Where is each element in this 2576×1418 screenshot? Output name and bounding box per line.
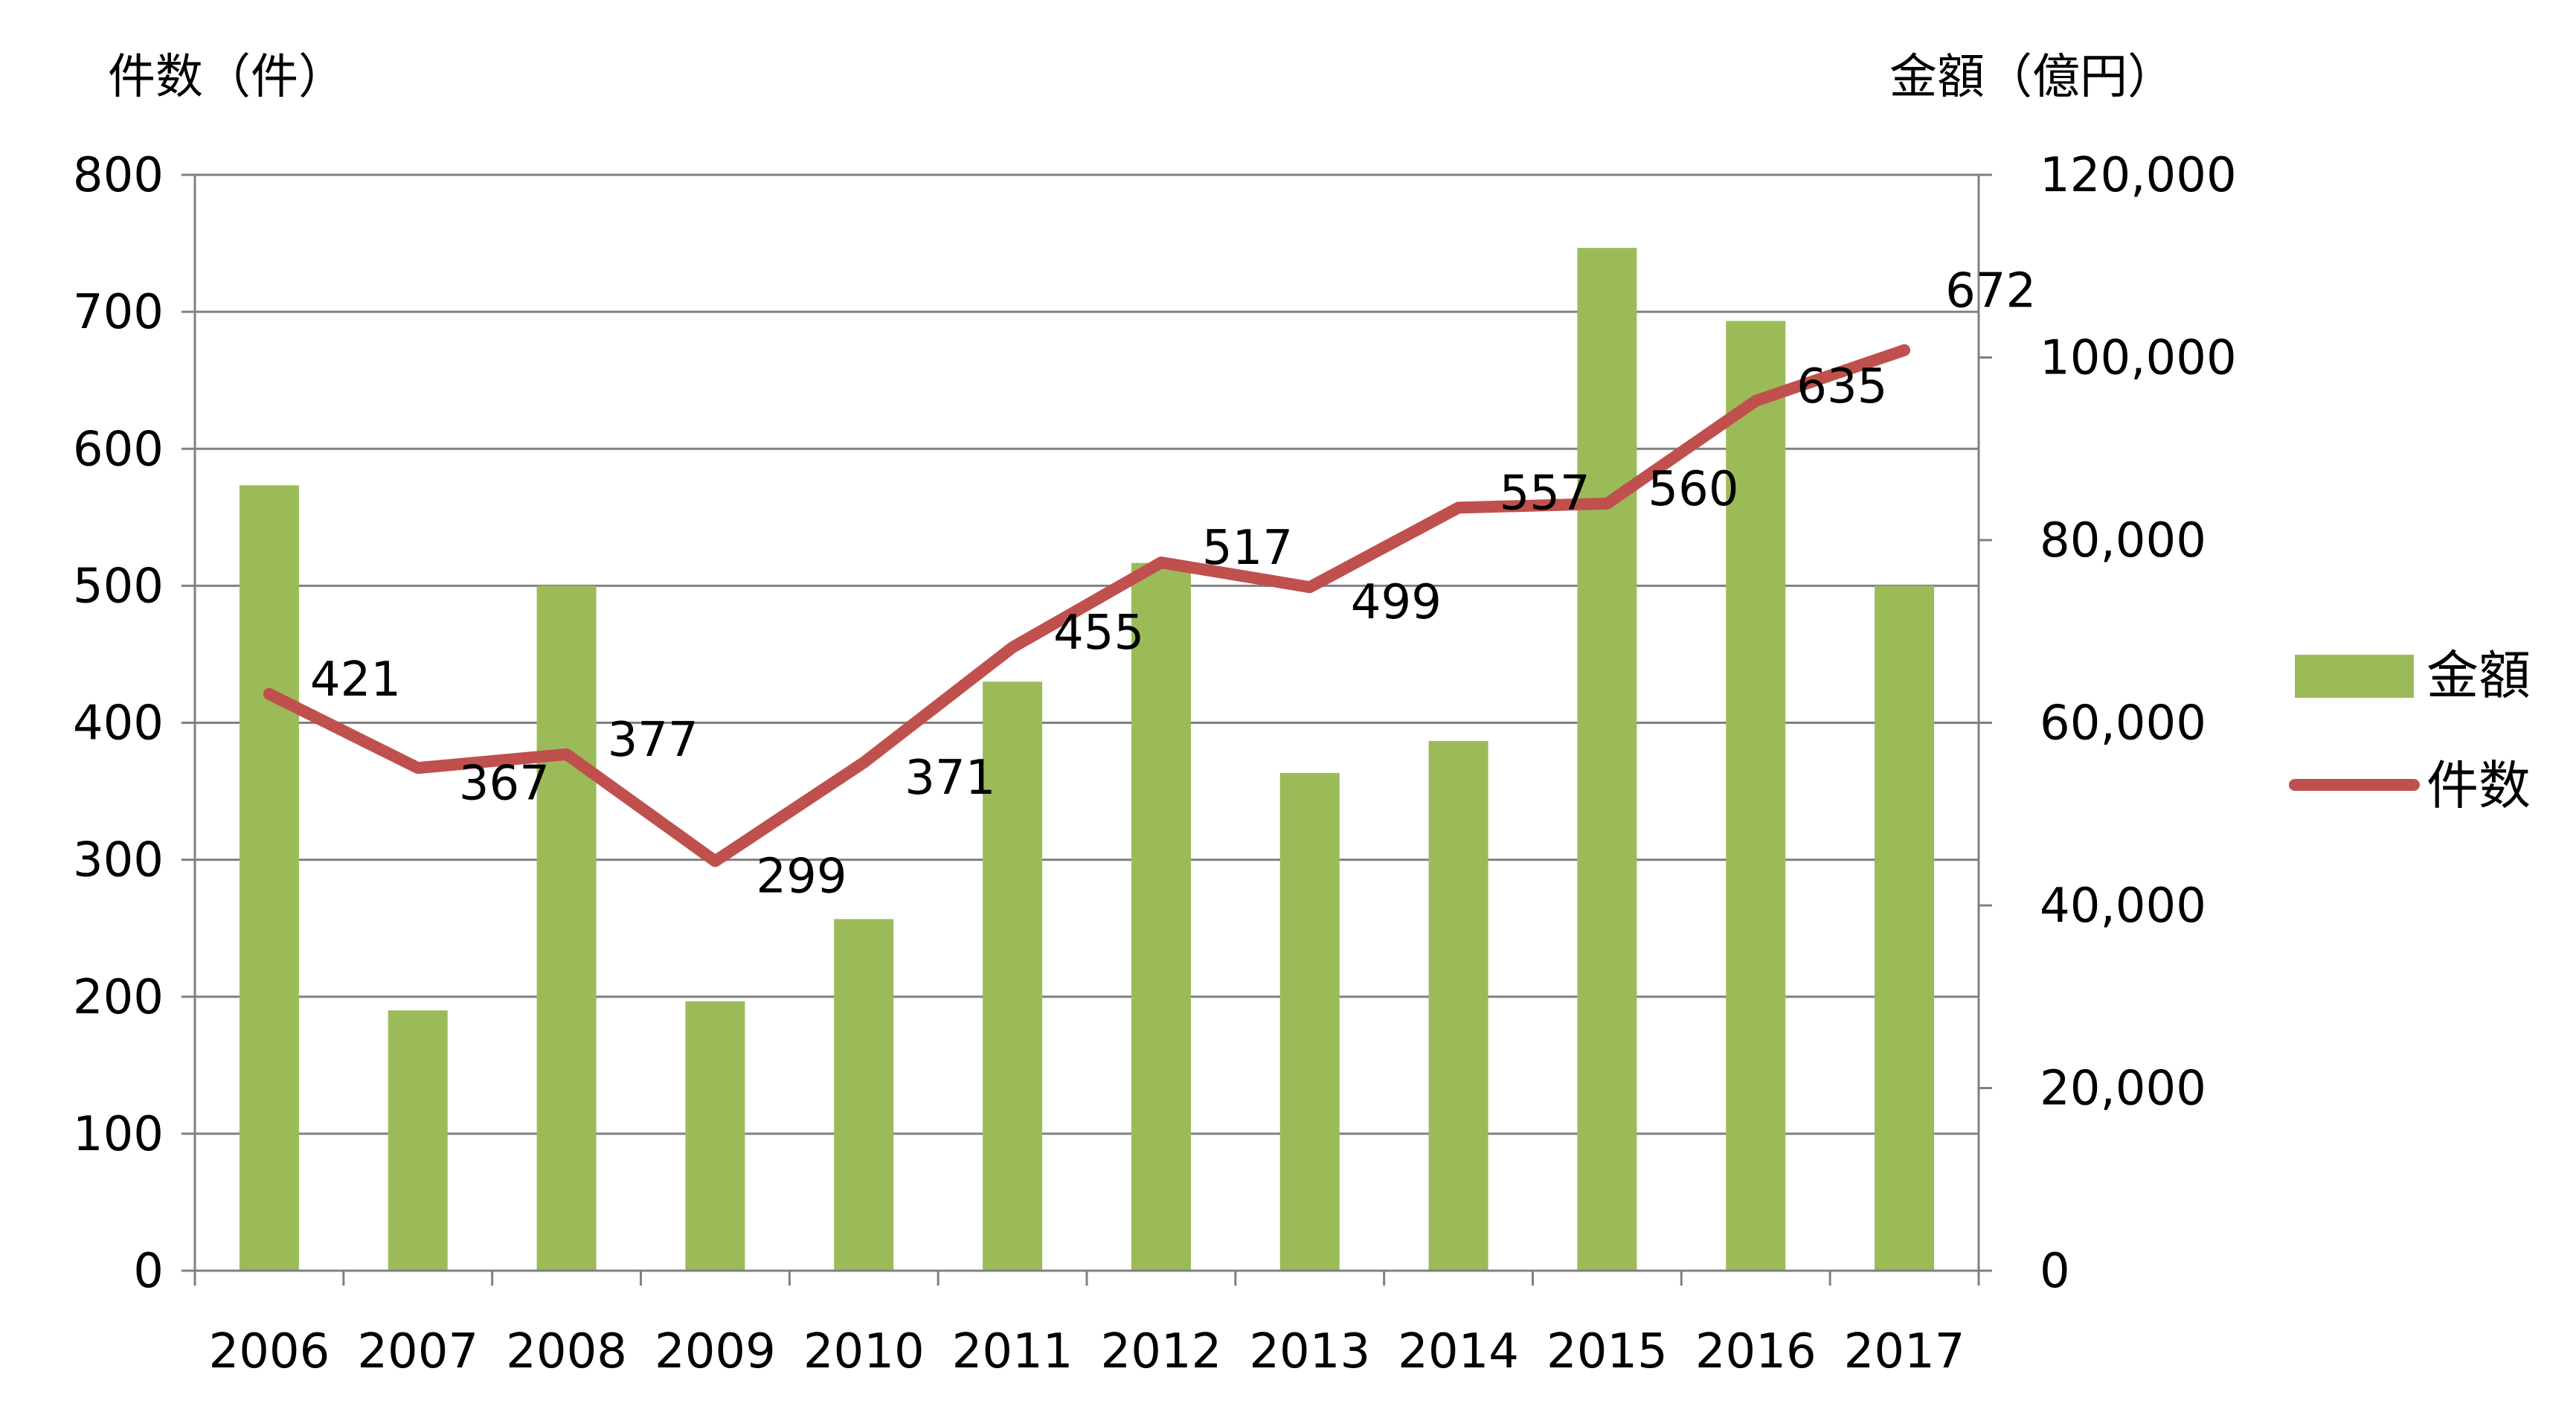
legend: 金額 件数 [2289, 645, 2531, 816]
x-tick-label-2015: 2015 [1546, 1324, 1668, 1379]
data-label-2006: 421 [310, 652, 401, 708]
right-axis-title: 金額（億円） [1889, 50, 2175, 105]
legend-label-count: 件数 [2426, 755, 2531, 816]
left-tick-label-2: 200 [73, 970, 164, 1025]
right-tick-label-2: 40,000 [2040, 879, 2206, 934]
x-tick-label-2013: 2013 [1249, 1324, 1370, 1379]
x-tick-label-2010: 2010 [803, 1324, 925, 1379]
x-tick-label-2008: 2008 [506, 1324, 627, 1379]
data-label-2016: 635 [1796, 359, 1887, 414]
data-label-2017: 672 [1945, 264, 2036, 319]
bar-2013 [1279, 773, 1340, 1271]
bar-2011 [983, 681, 1043, 1271]
data-label-2011: 455 [1053, 606, 1144, 661]
bar-2016 [1726, 321, 1786, 1271]
right-tick-label-0: 0 [2040, 1244, 2070, 1299]
data-label-2014: 557 [1500, 466, 1590, 521]
left-tick-label-8: 800 [73, 148, 164, 203]
bar-2008 [536, 586, 597, 1271]
right-tick-label-4: 80,000 [2040, 513, 2206, 568]
x-tick-label-2011: 2011 [952, 1324, 1073, 1379]
bar-2012 [1131, 562, 1191, 1271]
left-tick-label-1: 100 [73, 1107, 164, 1162]
legend-swatch-amount [2295, 655, 2414, 698]
right-tick-label-5: 100,000 [2040, 331, 2237, 386]
x-tick-label-2007: 2007 [357, 1324, 478, 1379]
x-axis-ticks: 2006 2007 2008 2009 2010 2011 2012 2013 2014 2015… [208, 1324, 1965, 1379]
legend-label-amount: 金額 [2426, 645, 2531, 706]
left-tick-label-3: 300 [73, 833, 164, 888]
data-label-2012: 517 [1202, 521, 1293, 576]
bar-series-amount [239, 248, 1935, 1271]
right-tick-label-1: 20,000 [2040, 1062, 2206, 1117]
data-labels: 421 367 377 299 371 455 517 499 557 560 635 672 [310, 264, 2036, 905]
line-series-count [263, 344, 1911, 867]
bar-2009 [685, 1001, 745, 1271]
bar-2017 [1875, 586, 1935, 1271]
gridlines [195, 173, 1979, 1135]
bar-2015 [1577, 248, 1637, 1271]
count-line [263, 344, 1911, 867]
data-label-2007: 367 [459, 756, 550, 811]
data-label-2013: 499 [1351, 575, 1442, 630]
data-label-2009: 299 [756, 849, 847, 904]
data-label-2015: 560 [1648, 462, 1738, 517]
bar-2006 [239, 485, 299, 1271]
x-tick-label-2009: 2009 [655, 1324, 776, 1379]
right-axis-ticks: 0 20,000 40,000 60,000 80,000 100,000 120,000 [2040, 148, 2237, 1299]
bar-2007 [388, 1010, 448, 1271]
left-tick-label-4: 400 [73, 696, 164, 751]
data-label-2010: 371 [905, 751, 995, 806]
right-tick-label-3: 60,000 [2040, 696, 2206, 751]
left-tick-label-6: 600 [73, 422, 164, 477]
left-tick-label-0: 0 [133, 1244, 164, 1299]
left-axis-title: 件数（件） [108, 50, 346, 105]
left-tick-label-7: 700 [73, 285, 164, 340]
bar-2014 [1428, 741, 1488, 1271]
left-tick-label-5: 500 [73, 559, 164, 614]
x-tick-label-2017: 2017 [1844, 1324, 1965, 1379]
x-tick-label-2016: 2016 [1695, 1324, 1817, 1379]
x-tick-label-2006: 2006 [208, 1324, 330, 1379]
bar-2010 [834, 919, 894, 1271]
axes [182, 173, 1992, 1286]
data-label-2008: 377 [608, 713, 698, 768]
x-tick-label-2014: 2014 [1398, 1324, 1519, 1379]
x-tick-label-2012: 2012 [1100, 1324, 1221, 1379]
right-tick-label-6: 120,000 [2040, 148, 2237, 203]
left-axis-ticks: 0 100 200 300 400 500 600 700 800 [73, 148, 164, 1299]
